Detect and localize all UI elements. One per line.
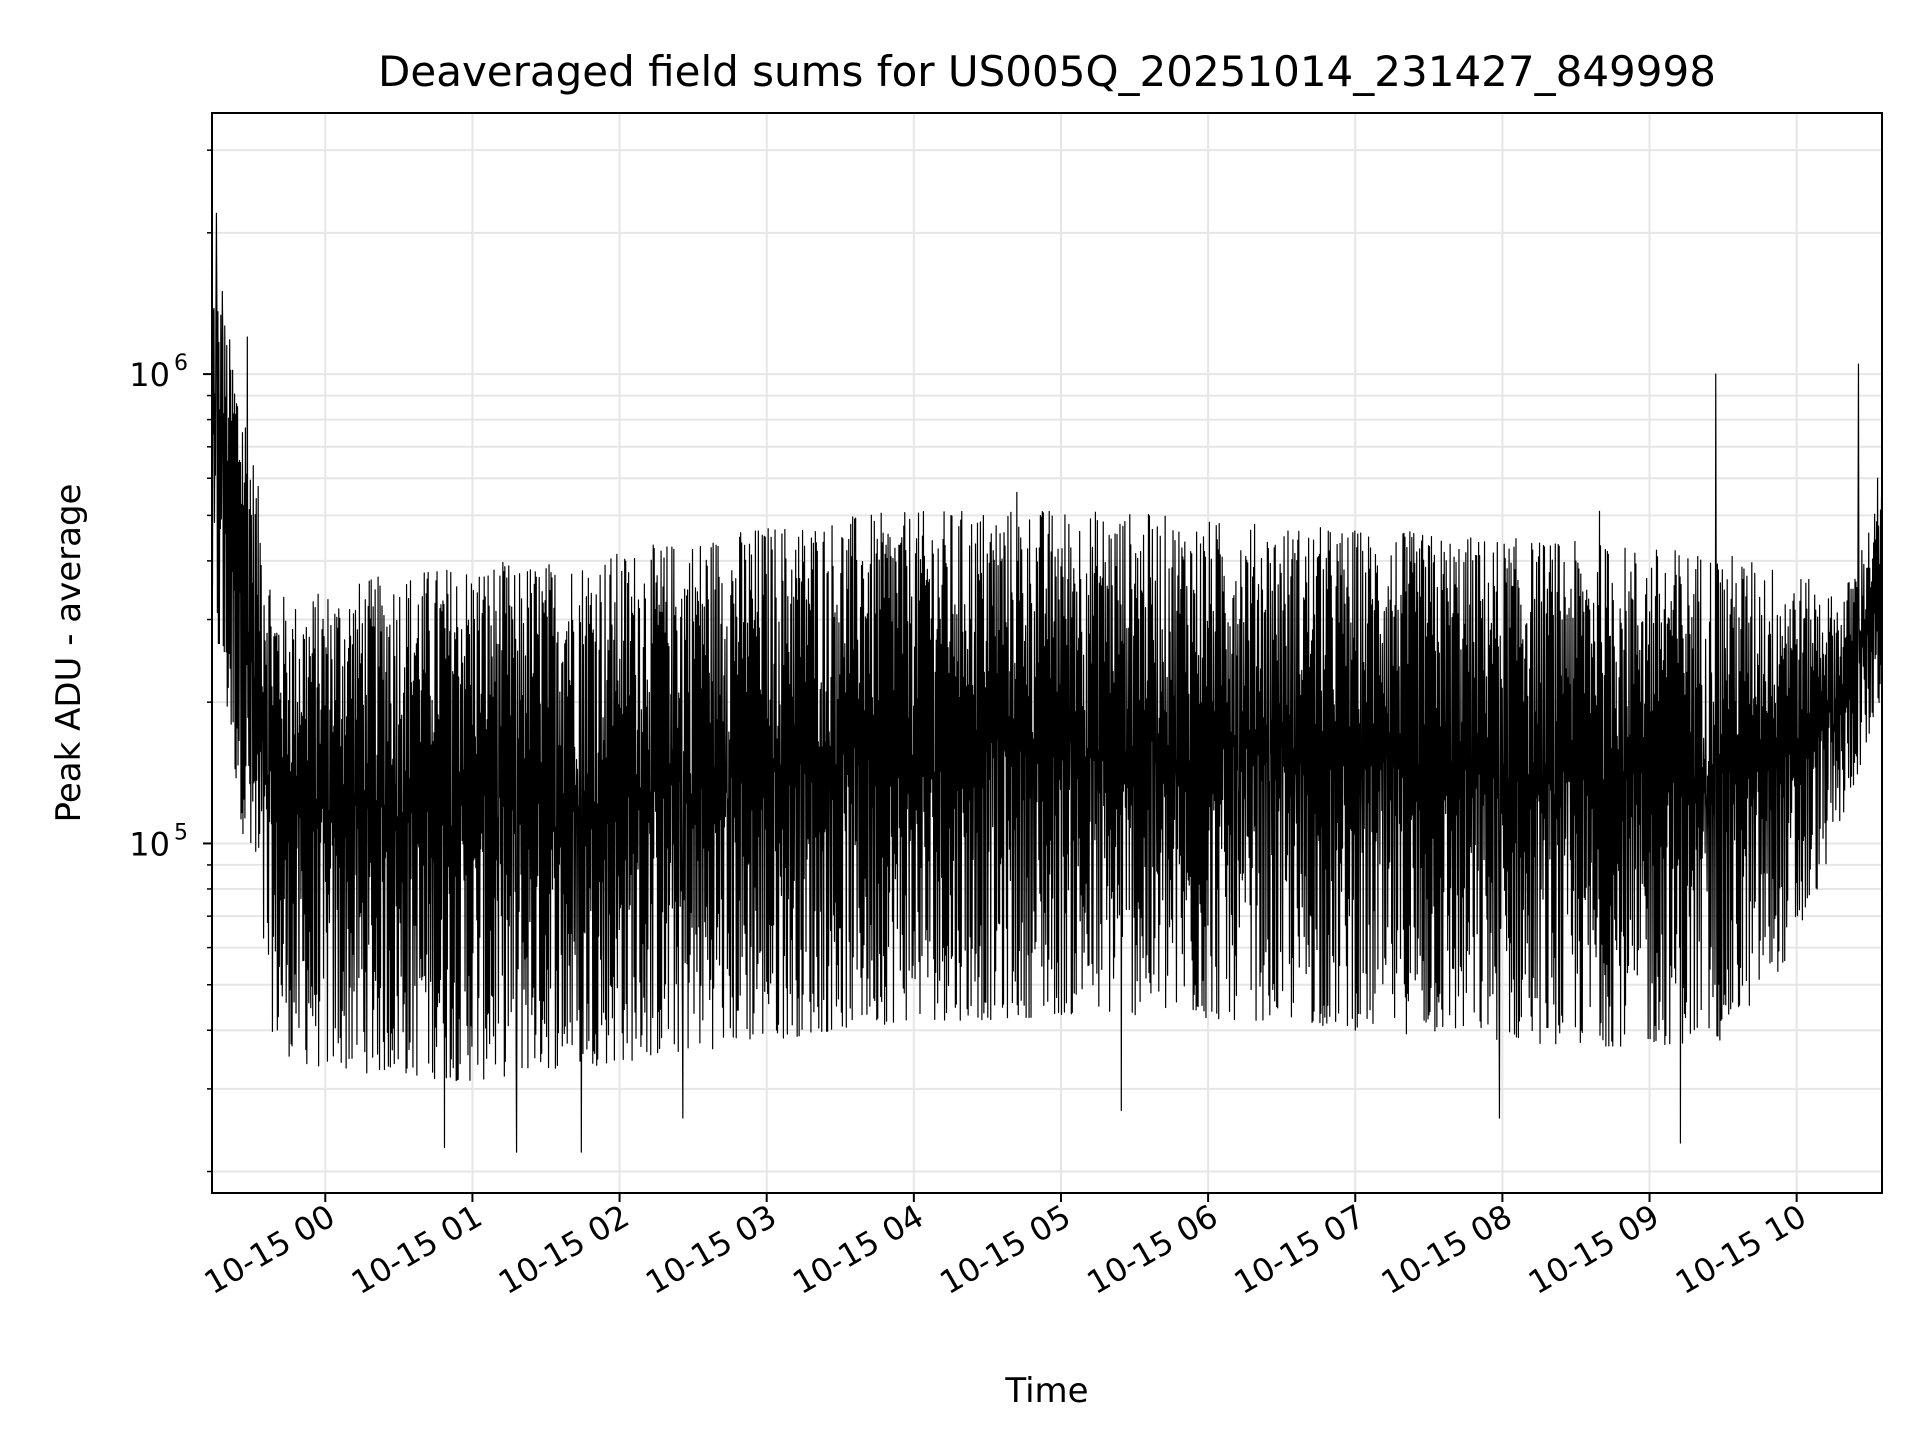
y-tick-exponent: 6 <box>174 351 188 376</box>
plot-frame <box>211 112 1883 1194</box>
series-line <box>211 212 1883 1153</box>
x-axis-label: Time <box>1004 1371 1088 1411</box>
y-tick-label: 10 <box>129 825 170 863</box>
data-series <box>211 212 1883 1153</box>
y-tick-label: 10 <box>129 356 170 394</box>
chart-title: Deaveraged field sums for US005Q_2025101… <box>378 47 1716 96</box>
y-axis-label: Peak ADU - average <box>49 484 89 823</box>
y-tick-exponent: 5 <box>174 820 188 845</box>
